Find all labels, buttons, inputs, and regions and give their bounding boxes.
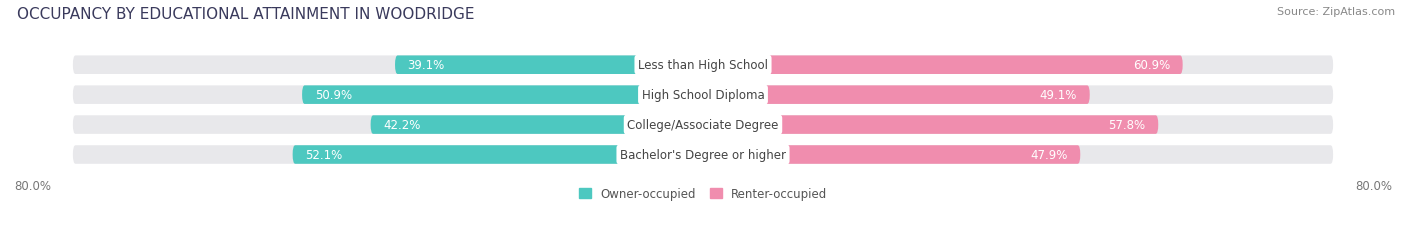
FancyBboxPatch shape <box>292 146 703 164</box>
FancyBboxPatch shape <box>73 116 1333 134</box>
Text: 80.0%: 80.0% <box>14 179 51 192</box>
Text: 57.8%: 57.8% <box>1108 119 1146 131</box>
FancyBboxPatch shape <box>73 146 1333 164</box>
FancyBboxPatch shape <box>703 56 1182 75</box>
FancyBboxPatch shape <box>703 146 1080 164</box>
Text: High School Diploma: High School Diploma <box>641 89 765 102</box>
FancyBboxPatch shape <box>302 86 703 104</box>
FancyBboxPatch shape <box>73 86 1333 104</box>
Text: 80.0%: 80.0% <box>1355 179 1392 192</box>
Text: OCCUPANCY BY EDUCATIONAL ATTAINMENT IN WOODRIDGE: OCCUPANCY BY EDUCATIONAL ATTAINMENT IN W… <box>17 7 474 22</box>
Text: Source: ZipAtlas.com: Source: ZipAtlas.com <box>1277 7 1395 17</box>
Text: 52.1%: 52.1% <box>305 148 343 161</box>
FancyBboxPatch shape <box>73 56 1333 75</box>
Text: 42.2%: 42.2% <box>384 119 420 131</box>
Legend: Owner-occupied, Renter-occupied: Owner-occupied, Renter-occupied <box>574 182 832 205</box>
Text: College/Associate Degree: College/Associate Degree <box>627 119 779 131</box>
Text: 50.9%: 50.9% <box>315 89 352 102</box>
Text: 47.9%: 47.9% <box>1031 148 1067 161</box>
Text: Less than High School: Less than High School <box>638 59 768 72</box>
Text: 49.1%: 49.1% <box>1040 89 1077 102</box>
FancyBboxPatch shape <box>703 86 1090 104</box>
FancyBboxPatch shape <box>395 56 703 75</box>
Text: Bachelor's Degree or higher: Bachelor's Degree or higher <box>620 148 786 161</box>
FancyBboxPatch shape <box>371 116 703 134</box>
Text: 39.1%: 39.1% <box>408 59 444 72</box>
FancyBboxPatch shape <box>703 116 1159 134</box>
Text: 60.9%: 60.9% <box>1133 59 1170 72</box>
